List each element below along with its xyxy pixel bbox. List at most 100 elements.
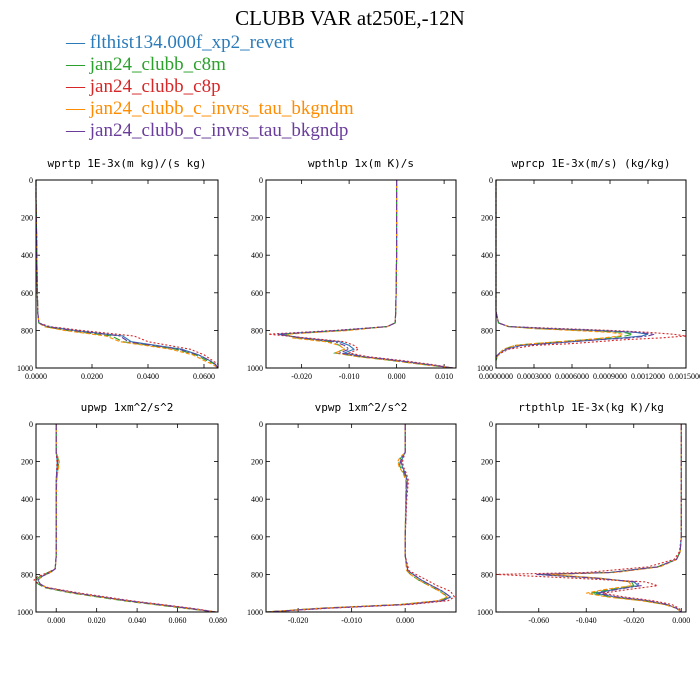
- series-line: [265, 424, 448, 613]
- series-line: [265, 424, 450, 613]
- x-tick-label: 0.0200: [81, 372, 103, 381]
- series-line: [550, 424, 682, 613]
- legend-label: jan24_clubb_c_invrs_tau_bkgndm: [89, 98, 354, 119]
- y-tick-label: 0: [259, 176, 263, 185]
- x-tick-label: 0.060: [169, 616, 187, 625]
- series-line: [285, 180, 454, 369]
- series-line: [282, 180, 454, 369]
- y-tick-label: 400: [251, 495, 263, 504]
- y-tick-label: 400: [481, 251, 493, 260]
- y-tick-label: 600: [251, 533, 263, 542]
- legend-item: — jan24_clubb_c8m: [66, 54, 354, 76]
- y-tick-label: 0: [489, 420, 493, 429]
- panel-title: wpthlp 1x(m K)/s: [308, 157, 414, 170]
- y-tick-label: 1000: [477, 364, 493, 373]
- y-tick-label: 400: [481, 495, 493, 504]
- x-tick-label: 0.0000000: [479, 372, 513, 381]
- x-tick-label: -0.010: [339, 372, 360, 381]
- panel-frame: [265, 179, 457, 369]
- series-line: [495, 180, 633, 361]
- legend-label: jan24_clubb_c_invrs_tau_bkgndp: [89, 120, 349, 141]
- y-tick-label: 800: [251, 570, 263, 579]
- y-tick-label: 1000: [17, 364, 33, 373]
- series-line: [35, 424, 217, 613]
- series-line: [33, 424, 217, 613]
- y-tick-label: 600: [21, 289, 33, 298]
- series-line: [495, 180, 687, 361]
- legend-item: — flthist134.000f_xp2_revert: [66, 32, 354, 54]
- x-tick-label: 0.000: [388, 372, 406, 381]
- panel-title: vpwp 1xm^2/s^2: [315, 401, 408, 414]
- y-tick-label: 1000: [477, 608, 493, 617]
- y-tick-label: 200: [481, 458, 493, 467]
- series-line: [495, 424, 682, 613]
- series-line: [495, 180, 655, 361]
- x-tick-label: 0.0600: [193, 372, 215, 381]
- series-line: [35, 180, 219, 369]
- x-tick-label: 0.0003000: [517, 372, 551, 381]
- series-line: [538, 424, 682, 613]
- y-tick-label: 400: [251, 251, 263, 260]
- series-line: [277, 180, 454, 369]
- y-tick-label: 0: [489, 176, 493, 185]
- series-line: [495, 180, 649, 361]
- legend-label: jan24_clubb_c8p: [89, 76, 221, 97]
- x-tick-label: 0.0000: [25, 372, 47, 381]
- series-line: [536, 424, 682, 613]
- legend-dash: —: [66, 120, 90, 141]
- y-tick-label: 800: [21, 570, 33, 579]
- y-tick-label: 1000: [247, 608, 263, 617]
- legend-dash: —: [66, 98, 90, 119]
- series-line: [35, 180, 219, 369]
- x-tick-label: 0.000: [396, 616, 414, 625]
- x-tick-label: -0.010: [341, 616, 362, 625]
- y-tick-label: 200: [21, 214, 33, 223]
- y-tick-label: 400: [21, 495, 33, 504]
- y-tick-label: 800: [481, 570, 493, 579]
- legend-dash: —: [66, 32, 90, 53]
- x-tick-label: 0.0400: [137, 372, 159, 381]
- series-line: [543, 424, 682, 613]
- y-tick-label: 400: [21, 251, 33, 260]
- series-line: [35, 180, 219, 369]
- y-tick-label: 800: [251, 326, 263, 335]
- y-tick-label: 800: [21, 326, 33, 335]
- x-tick-label: 0.0012000: [631, 372, 665, 381]
- legend-label: jan24_clubb_c8m: [89, 54, 226, 75]
- panel-title: wprcp 1E-3x(m/s) (kg/kg): [512, 157, 671, 170]
- series-line: [265, 424, 452, 613]
- series-line: [268, 180, 454, 369]
- x-tick-label: 0.0015000: [669, 372, 700, 381]
- series-line: [35, 180, 219, 368]
- y-tick-label: 200: [481, 214, 493, 223]
- x-tick-label: 0.000: [47, 616, 65, 625]
- x-tick-label: -0.020: [291, 372, 312, 381]
- y-tick-label: 1000: [17, 608, 33, 617]
- x-tick-label: 0.040: [128, 616, 146, 625]
- x-tick-label: 0.020: [88, 616, 106, 625]
- panel-frame: [265, 423, 457, 613]
- series-line: [37, 424, 217, 613]
- x-tick-label: -0.020: [623, 616, 644, 625]
- legend-item: — jan24_clubb_c_invrs_tau_bkgndp: [66, 120, 354, 142]
- figure-title: CLUBB VAR at250E,-12N: [235, 6, 465, 30]
- legend-item: — jan24_clubb_c_invrs_tau_bkgndm: [66, 98, 354, 120]
- legend-dash: —: [66, 54, 90, 75]
- panel-frame: [35, 423, 219, 613]
- panel-frame: [35, 179, 219, 369]
- y-tick-label: 0: [259, 420, 263, 429]
- legend-label: flthist134.000f_xp2_revert: [89, 32, 294, 53]
- x-tick-label: -0.040: [576, 616, 597, 625]
- y-tick-label: 200: [251, 458, 263, 467]
- x-tick-label: -0.020: [288, 616, 309, 625]
- series-line: [265, 424, 452, 613]
- series-line: [37, 424, 217, 613]
- y-tick-label: 1000: [247, 364, 263, 373]
- y-tick-label: 0: [29, 420, 33, 429]
- y-tick-label: 600: [251, 289, 263, 298]
- y-tick-label: 600: [481, 533, 493, 542]
- y-tick-label: 200: [21, 458, 33, 467]
- y-tick-label: 800: [481, 326, 493, 335]
- panel-title: wprtp 1E-3x(m kg)/(s kg): [48, 157, 207, 170]
- y-tick-label: 600: [481, 289, 493, 298]
